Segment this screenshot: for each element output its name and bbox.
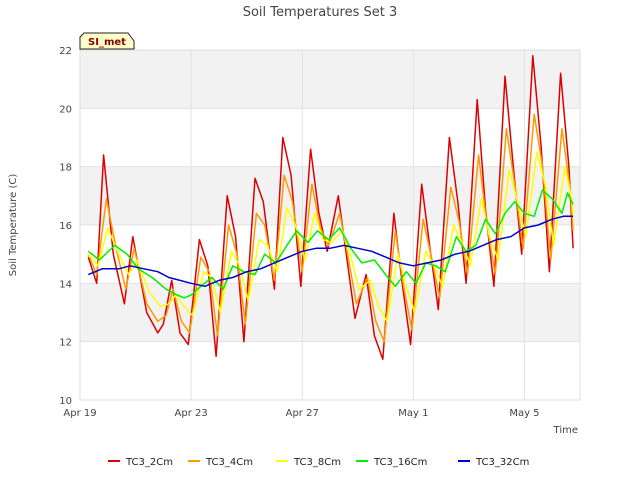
legend-label: TC3_4Cm (205, 457, 253, 468)
legend-label: TC3_16Cm (373, 457, 427, 468)
x-tick-label: May 1 (398, 408, 428, 419)
series-lines (87, 55, 574, 360)
axis-ticks: 10 12 14 16 18 20 22 Apr 19 Apr 23 Apr 27 May 1 May… (59, 46, 539, 419)
y-tick-label: 14 (59, 279, 72, 290)
x-tick-label: Apr 19 (63, 408, 96, 419)
series-line-tc3_8cm (87, 151, 574, 323)
site-badge-shape (79, 32, 135, 50)
background-band (80, 166, 580, 225)
y-tick-label: 20 (59, 104, 72, 115)
site-badge: SI_met (79, 32, 135, 50)
x-tick-label: May 5 (509, 408, 539, 419)
y-tick-label: 10 (59, 396, 72, 407)
y-tick-label: 16 (59, 221, 72, 232)
x-tick-label: Apr 23 (175, 408, 208, 419)
chart-title: Soil Temperatures Set 3 (243, 5, 398, 20)
legend: TC3_2Cm TC3_4Cm TC3_8Cm TC3_16Cm TC3_32Cm (108, 457, 529, 468)
background-band (80, 341, 580, 400)
site-badge-label: SI_met (88, 37, 126, 48)
y-tick-label: 18 (59, 163, 72, 174)
y-axis-label: Soil Temperature (C) (8, 174, 19, 277)
series-line-tc3_16cm (87, 189, 574, 299)
legend-label: TC3_32Cm (475, 457, 529, 468)
plot-background-bands (80, 50, 580, 400)
background-band (80, 50, 580, 109)
series-line-tc3_4cm (87, 113, 574, 343)
y-tick-label: 12 (59, 338, 72, 349)
background-band (80, 108, 580, 167)
x-tick-label: Apr 27 (286, 408, 319, 419)
plot-frame (79, 49, 581, 401)
legend-label: TC3_8Cm (293, 457, 341, 468)
x-axis-label: Time (553, 425, 578, 436)
legend-label: TC3_2Cm (125, 457, 173, 468)
background-band (80, 283, 580, 342)
y-tick-label: 22 (59, 46, 72, 57)
series-line-tc3_32cm (88, 215, 574, 288)
